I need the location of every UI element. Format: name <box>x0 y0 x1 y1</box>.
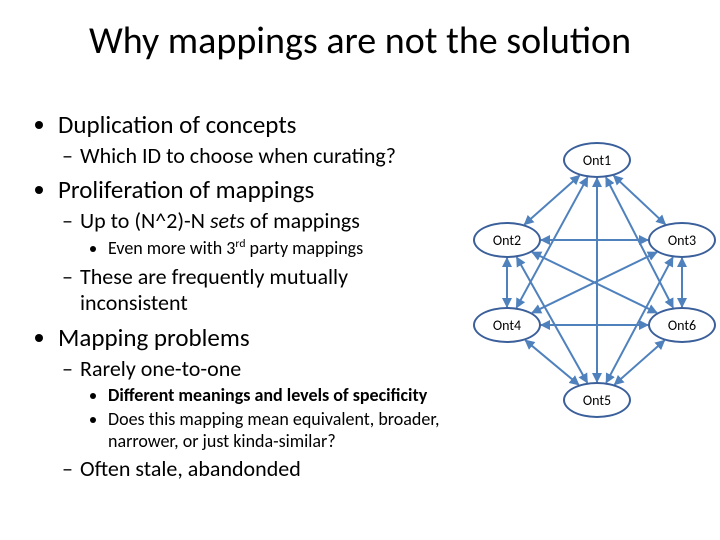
bullet-3: Mapping problems Rarely one-to-one Diffe… <box>58 323 446 483</box>
bullet-1: Duplication of concepts Which ID to choo… <box>58 110 446 169</box>
node-ont4: Ont4 <box>473 307 541 343</box>
b2-1-pre: Up to (N^2)-N <box>80 207 210 234</box>
bullet-3-1: Rarely one-to-one Different meanings and… <box>80 356 446 453</box>
b3-1-text: Rarely one-to-one <box>80 355 241 382</box>
edge-ont1-ont2 <box>524 175 579 224</box>
bullet-2-1: Up to (N^2)-N sets of mappings Even more… <box>80 208 446 260</box>
node-ont6: Ont6 <box>648 307 716 343</box>
edge-ont6-ont5 <box>614 340 664 384</box>
network-diagram: Ont1Ont2Ont3Ont4Ont6Ont5 <box>452 130 712 450</box>
b2-1-em: sets <box>210 207 245 234</box>
edge-ont4-ont5 <box>525 340 579 385</box>
bullet-3-text: Mapping problems <box>58 322 250 353</box>
bullet-1-text: Duplication of concepts <box>58 109 296 140</box>
bullet-2: Proliferation of mappings Up to (N^2)-N … <box>58 175 446 317</box>
slide-title: Why mappings are not the solution <box>0 18 720 64</box>
bullet-3-1-1: Different meanings and levels of specifi… <box>108 385 446 407</box>
bullet-2-1-1: Even more with 3rd party mappings <box>108 237 446 260</box>
node-ont3: Ont3 <box>648 222 716 258</box>
edge-ont1-ont3 <box>614 176 666 225</box>
node-ont2: Ont2 <box>473 222 541 258</box>
b2-1-1-sup: rd <box>235 237 245 251</box>
b2-1-post: of mappings <box>245 207 360 234</box>
bullet-3-2: Often stale, abandonded <box>80 456 446 483</box>
bullet-content: Duplication of concepts Which ID to choo… <box>36 110 446 489</box>
bullet-1-1: Which ID to choose when curating? <box>80 143 446 170</box>
slide: Why mappings are not the solution Duplic… <box>0 0 720 540</box>
b2-1-1-post: party mappings <box>245 237 363 259</box>
node-ont5: Ont5 <box>563 382 631 418</box>
node-ont1: Ont1 <box>563 142 631 178</box>
bullet-3-1-2: Does this mapping mean equivalent, broad… <box>108 409 446 453</box>
bullet-2-text: Proliferation of mappings <box>58 174 314 205</box>
bullet-2-2: These are frequently mutually inconsiste… <box>80 264 446 318</box>
b2-1-1-pre: Even more with 3 <box>108 237 235 259</box>
b3-1-1-text: Different meanings and levels of specifi… <box>108 384 427 406</box>
